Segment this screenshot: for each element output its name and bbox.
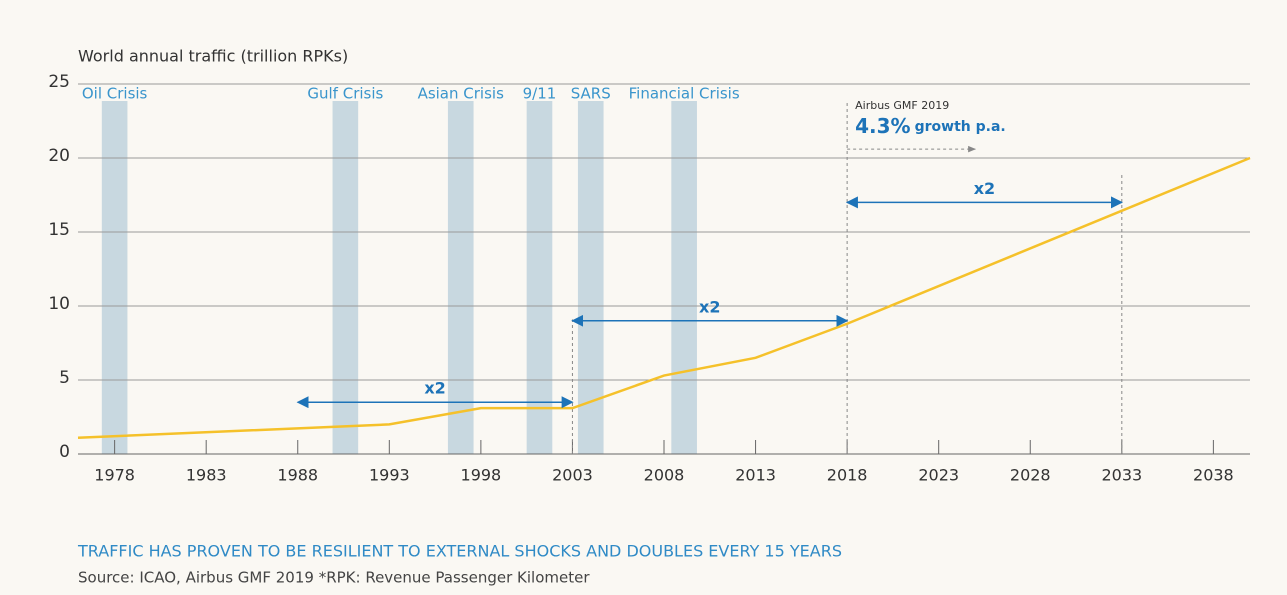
y-tick-label: 15: [48, 220, 70, 240]
caption: TRAFFIC HAS PROVEN TO BE RESILIENT TO EX…: [77, 542, 842, 561]
y-tick-label: 10: [48, 294, 70, 314]
x-tick-label: 2008: [644, 466, 685, 485]
x-tick-label: 1993: [369, 466, 410, 485]
crisis-label: Oil Crisis: [82, 85, 148, 103]
note-growth: 4.3% growth p.a.: [855, 114, 1006, 138]
crisis-label: Financial Crisis: [629, 85, 740, 103]
x-tick-label: 1998: [461, 466, 502, 485]
crisis-label: Asian Crisis: [418, 85, 505, 103]
x-tick-label: 2003: [552, 466, 593, 485]
note-text: growth p.a.: [915, 119, 1006, 135]
x-tick-label: 2028: [1010, 466, 1051, 485]
x-tick-label: 1983: [186, 466, 227, 485]
y-tick-label: 5: [59, 368, 70, 388]
doubling-label: x2: [699, 297, 720, 316]
traffic-line: [77, 156, 1251, 439]
y-tick-label: 20: [48, 146, 70, 166]
y-axis-label: World annual traffic (trillion RPKs): [78, 47, 348, 66]
x-tick-label: 1988: [277, 466, 318, 485]
doubling-label: x2: [424, 379, 445, 398]
x-tick-label: 1978: [94, 466, 135, 485]
crisis-band: [447, 101, 474, 454]
y-tick-label: 25: [48, 72, 70, 92]
crisis-band: [577, 101, 604, 454]
x-tick-label: 2018: [827, 466, 868, 485]
crisis-band: [671, 101, 697, 454]
note-rate: 4.3%: [855, 114, 910, 138]
x-tick-label: 2038: [1193, 466, 1234, 485]
y-tick-label: 0: [59, 442, 70, 462]
source: Source: ICAO, Airbus GMF 2019 *RPK: Reve…: [78, 569, 590, 587]
crisis-label: 9/11: [523, 85, 557, 103]
crisis-band: [332, 101, 359, 454]
x-tick-label: 2033: [1101, 466, 1142, 485]
x-tick-label: 2023: [918, 466, 959, 485]
note-source: Airbus GMF 2019: [855, 99, 949, 112]
crisis-band: [101, 101, 128, 454]
x-tick-label: 2013: [735, 466, 776, 485]
crisis-label: Gulf Crisis: [307, 85, 383, 103]
doubling-label: x2: [974, 179, 995, 198]
crisis-band: [526, 101, 553, 454]
crisis-label: SARS: [571, 85, 611, 103]
